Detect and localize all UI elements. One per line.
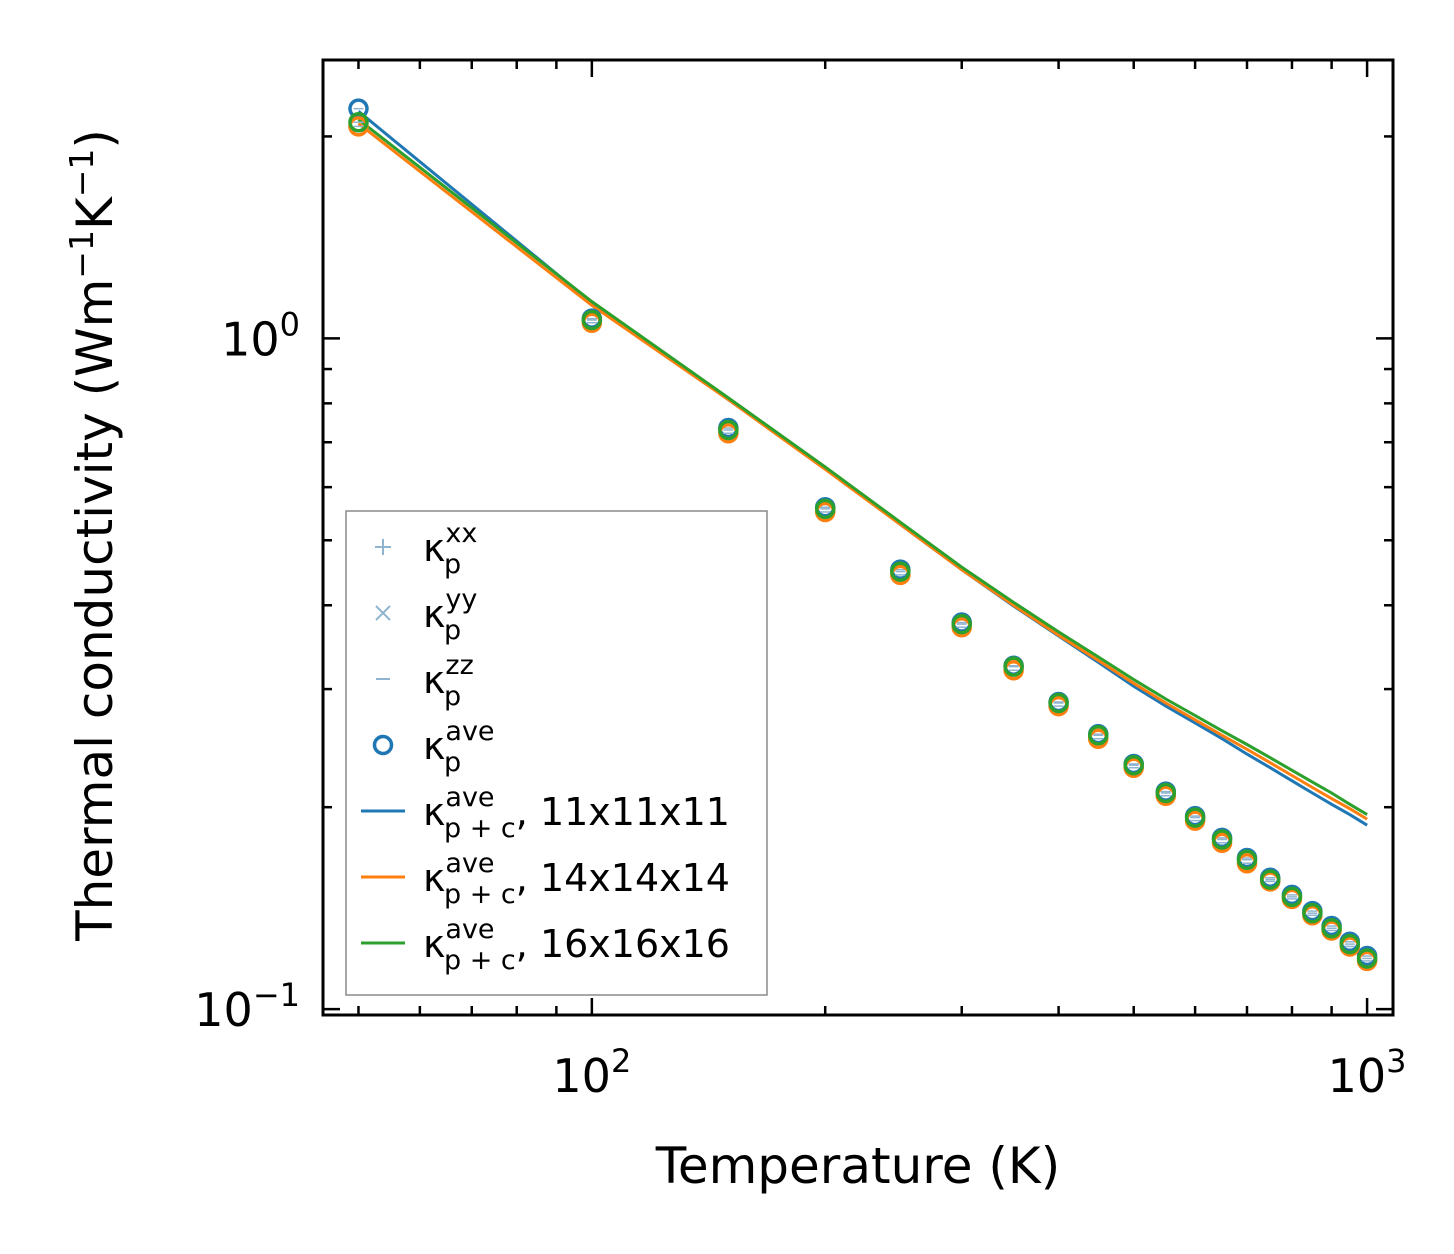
legend-label-sup: zz (445, 650, 473, 681)
y-tick-label-base: 10 (194, 983, 253, 1037)
legend-label-base: κ (423, 592, 445, 636)
data-point (1003, 656, 1024, 677)
y-tick-label: 10−1 (194, 976, 300, 1037)
data-point (890, 561, 911, 582)
data-point (814, 498, 836, 520)
y-axis-label: Thermal conductivity (Wm−1K−1) (62, 129, 124, 942)
y-tick-label-exp: 0 (280, 305, 300, 343)
y-tick-label-base: 10 (221, 312, 280, 366)
legend-label: κyy p (423, 584, 477, 646)
x-tick-label: 102 (552, 1042, 631, 1103)
x-tick-label: 103 (1328, 1042, 1407, 1103)
data-point (1236, 849, 1258, 870)
series-line-16x16x16 (357, 118, 1368, 816)
y-label-base: Thermal conductivity (Wm (66, 279, 124, 942)
plot-frame (321, 58, 1395, 1017)
legend-label-base: κ (423, 724, 445, 768)
series-line-14x14x14 (357, 122, 1368, 821)
legend-label-sub: p + c (444, 813, 516, 844)
data-point (1339, 933, 1361, 955)
data-point (1155, 782, 1177, 804)
legend-label-base: κ (423, 856, 445, 900)
legend-label: κzz p (423, 650, 474, 712)
y-tick-label-exp: −1 (253, 976, 300, 1014)
legend-label-sub: p (444, 681, 461, 712)
scatter-series-group (348, 98, 1378, 972)
legend-circle-marker (372, 734, 394, 756)
legend-label: κave p + c, 14x14x14 (423, 848, 730, 910)
legend-label-sup: ave (445, 848, 494, 879)
legend-label-sup: yy (445, 584, 477, 615)
x-tick-label-exp: 3 (1386, 1042, 1406, 1080)
legend-label-sup: ave (445, 914, 494, 945)
y-label-sup1: −1 (62, 230, 101, 279)
y-label-mid: K (66, 196, 124, 230)
x-tick-label-base: 10 (552, 1049, 611, 1103)
x-tick-label-exp: 2 (611, 1042, 631, 1080)
legend-cross-marker (375, 605, 391, 621)
legend-label: κave p (423, 716, 495, 778)
legend-label-base: κ (423, 790, 445, 834)
legend-box (345, 510, 768, 996)
data-point (1302, 902, 1323, 924)
legend-label-sup: xx (445, 518, 477, 549)
data-point (1259, 869, 1281, 890)
data-point (581, 309, 603, 331)
data-point (1211, 829, 1233, 850)
legend-label-tail: , 11x11x11 (516, 790, 730, 834)
line-series-group (357, 110, 1368, 827)
y-label-sup2: −1 (62, 149, 101, 198)
y-label-end: ) (66, 129, 124, 149)
y-tick-label: 100 (221, 305, 300, 366)
data-point (951, 613, 972, 635)
x-tick-label-base: 10 (1328, 1049, 1387, 1103)
legend-label-sub: p + c (444, 879, 516, 910)
legend-label-base: κ (423, 922, 445, 966)
data-point (348, 111, 369, 133)
legend-label-sub: p (444, 549, 461, 580)
legend-label-tail: , 14x14x14 (516, 856, 730, 900)
data-point (1184, 807, 1206, 828)
legend-label-sup: ave (445, 716, 494, 747)
data-point (1356, 948, 1378, 969)
legend-label: κxx p (423, 518, 477, 580)
legend-label-sub: p + c (444, 945, 516, 976)
legend-label-sub: p (444, 615, 461, 646)
x-axis-label: Temperature (K) (655, 1137, 1060, 1195)
legend-label-sub: p (444, 747, 461, 778)
data-point (1087, 725, 1109, 746)
data-point (718, 419, 739, 441)
data-point (1281, 886, 1303, 908)
legend-label: κave p + c, 16x16x16 (423, 914, 730, 976)
data-point (1123, 754, 1144, 776)
data-point (1321, 917, 1342, 939)
legend-label-tail: , 16x16x16 (516, 922, 730, 966)
legend-label-base: κ (423, 658, 445, 702)
legend-label-sup: ave (445, 782, 494, 813)
data-point (1048, 692, 1069, 714)
legend-label-base: κ (423, 526, 445, 570)
legend-label: κave p + c, 11x11x11 (423, 782, 730, 844)
